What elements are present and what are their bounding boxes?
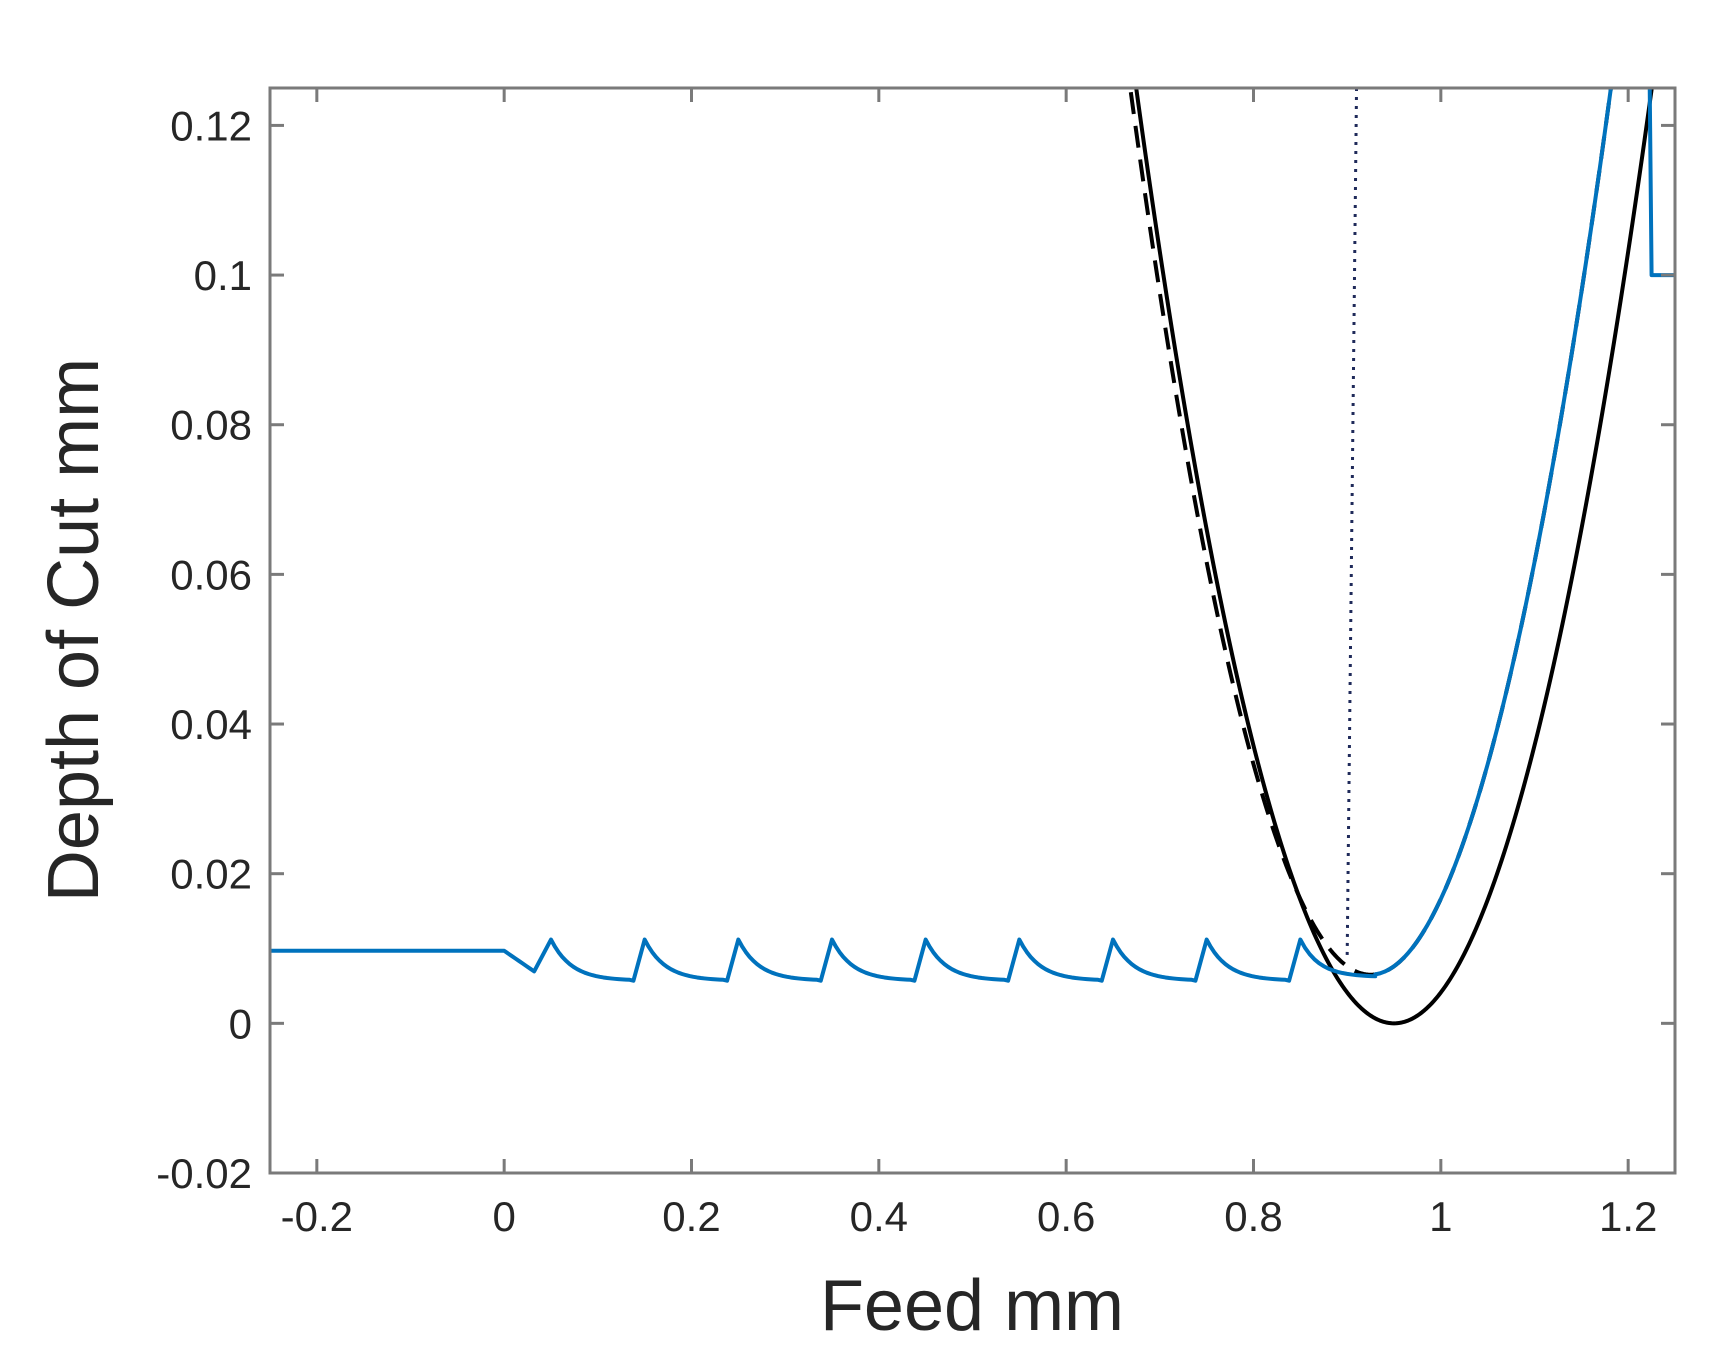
y-tick-label: 0: [229, 1000, 252, 1047]
x-tick-label: 0.8: [1224, 1193, 1282, 1240]
x-tick-label: 0.2: [662, 1193, 720, 1240]
x-tick-label: 1: [1429, 1193, 1452, 1240]
series-layer: [270, 88, 1675, 1026]
series-dotted-vertical-line: [1345, 88, 1359, 957]
y-tick-label: 0.04: [170, 701, 252, 748]
series-solid-parabola: [1134, 88, 1654, 1026]
x-tick-label: 0.4: [850, 1193, 908, 1240]
x-tick-label: 0.6: [1037, 1193, 1095, 1240]
y-tick-label: 0.12: [170, 102, 252, 149]
y-tick-label: -0.02: [156, 1150, 252, 1197]
y-tick-label: 0.1: [194, 252, 252, 299]
y-tick-label: 0.08: [170, 402, 252, 449]
plot-area: [270, 88, 1675, 1173]
series-depth-profile: [270, 88, 1675, 983]
x-tick-label: 1.2: [1599, 1193, 1657, 1240]
x-tick-label: 0: [492, 1193, 515, 1240]
x-axis-title: Feed mm: [820, 1266, 1124, 1345]
x-tick-label: -0.2: [281, 1193, 353, 1240]
y-tick-label: 0.02: [170, 851, 252, 898]
plot-frame: [268, 86, 1677, 1175]
y-tick-label: 0.06: [170, 551, 252, 598]
tick-layer: -0.2 0 0.2 0.4 0.6 0.8 1 1.2 -0.02 0 0.02 0.04 0.06 0…: [156, 88, 1675, 1240]
y-axis-title: Depth of Cut mm: [34, 358, 114, 902]
